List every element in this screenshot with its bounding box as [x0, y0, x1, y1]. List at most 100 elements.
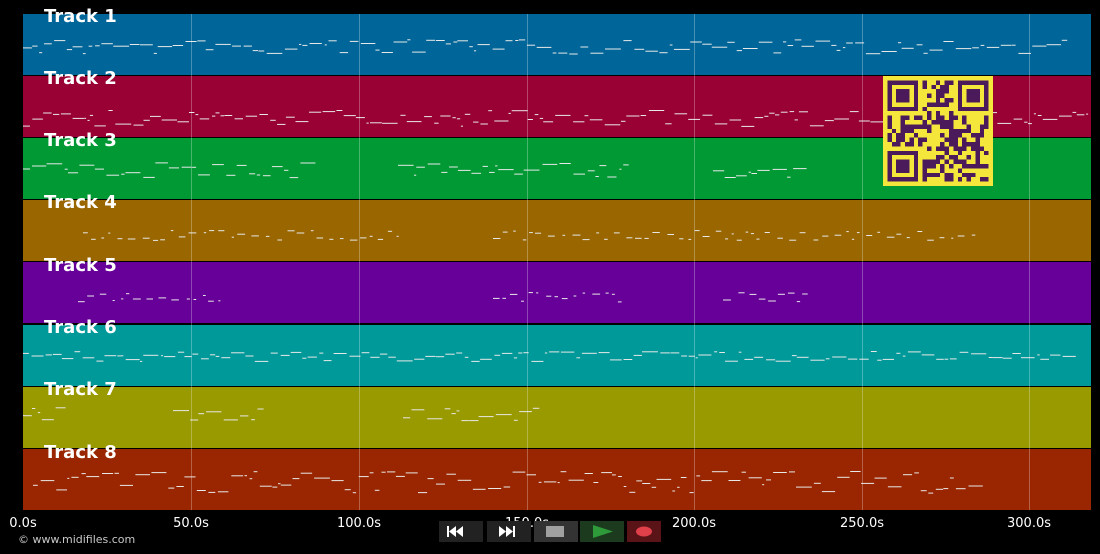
- fast-forward-button[interactable]: [487, 521, 531, 542]
- note-mark: [861, 482, 875, 484]
- note-mark: [32, 408, 36, 409]
- note-mark: [215, 112, 220, 114]
- qr-module: [944, 89, 949, 94]
- note-mark: [558, 52, 568, 54]
- note-mark: [249, 478, 253, 480]
- note-mark: [775, 360, 791, 362]
- note-mark: [292, 478, 300, 480]
- note-mark: [280, 354, 290, 356]
- note-mark: [240, 415, 249, 417]
- note-mark: [236, 164, 247, 166]
- note-mark: [370, 122, 382, 124]
- note-mark: [471, 172, 481, 174]
- note-mark: [514, 173, 523, 175]
- note-mark: [418, 492, 428, 494]
- note-mark: [172, 45, 184, 46]
- note-mark: [231, 352, 245, 354]
- note-mark: [192, 353, 199, 355]
- note-mark: [316, 237, 324, 239]
- qr-module: [922, 80, 927, 85]
- note-mark: [256, 174, 261, 176]
- qr-module: [949, 177, 954, 182]
- stop-button[interactable]: [534, 521, 578, 542]
- note-mark: [425, 355, 436, 357]
- qr-module: [887, 137, 892, 142]
- note-mark: [731, 233, 734, 235]
- qr-module: [931, 172, 936, 178]
- note-mark: [689, 492, 694, 494]
- track-7-label: Track 7: [44, 379, 117, 400]
- note-mark: [171, 299, 179, 301]
- note-mark: [388, 356, 396, 358]
- note-mark: [642, 351, 658, 353]
- note-mark: [94, 125, 106, 127]
- qr-module: [953, 142, 958, 147]
- note-mark: [758, 298, 766, 300]
- note-mark: [190, 419, 199, 421]
- record-button[interactable]: [627, 521, 671, 542]
- qr-module: [966, 172, 971, 178]
- note-mark: [88, 45, 93, 47]
- note-mark: [762, 484, 765, 486]
- note-mark: [411, 409, 425, 411]
- note-mark: [101, 43, 113, 45]
- note-mark: [736, 50, 742, 52]
- qr-module: [940, 133, 945, 138]
- note-mark: [536, 292, 539, 294]
- qr-module: [953, 133, 958, 138]
- qr-module: [962, 137, 967, 142]
- note-mark: [738, 351, 742, 353]
- note-mark: [55, 407, 66, 409]
- note-mark: [289, 177, 299, 179]
- note-mark: [635, 237, 642, 239]
- note-mark: [796, 356, 809, 358]
- note-mark: [865, 53, 881, 55]
- qr-module: [966, 142, 971, 147]
- qr-module: [891, 128, 897, 134]
- note-mark: [231, 236, 234, 238]
- note-mark: [435, 40, 445, 41]
- note-mark: [168, 167, 179, 169]
- note-mark: [114, 472, 119, 474]
- note-mark: [178, 236, 186, 238]
- qr-module: [944, 150, 949, 156]
- note-mark: [1028, 123, 1032, 125]
- qr-module: [979, 128, 985, 134]
- qr-module: [984, 177, 989, 182]
- qr-module: [927, 146, 932, 151]
- note-mark: [32, 118, 43, 120]
- note-mark: [836, 49, 841, 51]
- note-mark: [322, 111, 336, 113]
- track-lane-6: [23, 325, 1091, 386]
- note-mark: [968, 485, 983, 487]
- note-mark: [457, 479, 472, 481]
- note-mark: [381, 471, 386, 473]
- qr-module: [962, 146, 967, 151]
- qr-module: [962, 172, 967, 178]
- play-button[interactable]: [580, 521, 624, 542]
- qr-module: [887, 124, 892, 129]
- time-tick-label: 0.0s: [9, 516, 37, 531]
- note-mark: [126, 293, 130, 295]
- qr-module: [979, 164, 985, 169]
- note-mark: [542, 163, 558, 165]
- note-mark: [680, 477, 687, 478]
- note-mark: [936, 358, 944, 360]
- note-mark: [89, 114, 94, 116]
- note-mark: [587, 170, 595, 172]
- qr-module: [979, 124, 985, 129]
- track-4-notes: [83, 230, 976, 241]
- qr-module: [971, 164, 976, 169]
- note-mark: [772, 168, 787, 170]
- note-mark: [39, 52, 43, 54]
- qr-module: [927, 93, 932, 98]
- note-mark: [493, 297, 500, 299]
- note-mark: [127, 238, 136, 240]
- rewind-button[interactable]: [439, 521, 483, 542]
- note-mark: [456, 352, 463, 354]
- track-3-label: Track 3: [44, 130, 117, 151]
- note-mark: [523, 352, 529, 354]
- qr-module: [962, 115, 967, 120]
- qr-module: [909, 137, 914, 142]
- note-mark: [896, 352, 901, 354]
